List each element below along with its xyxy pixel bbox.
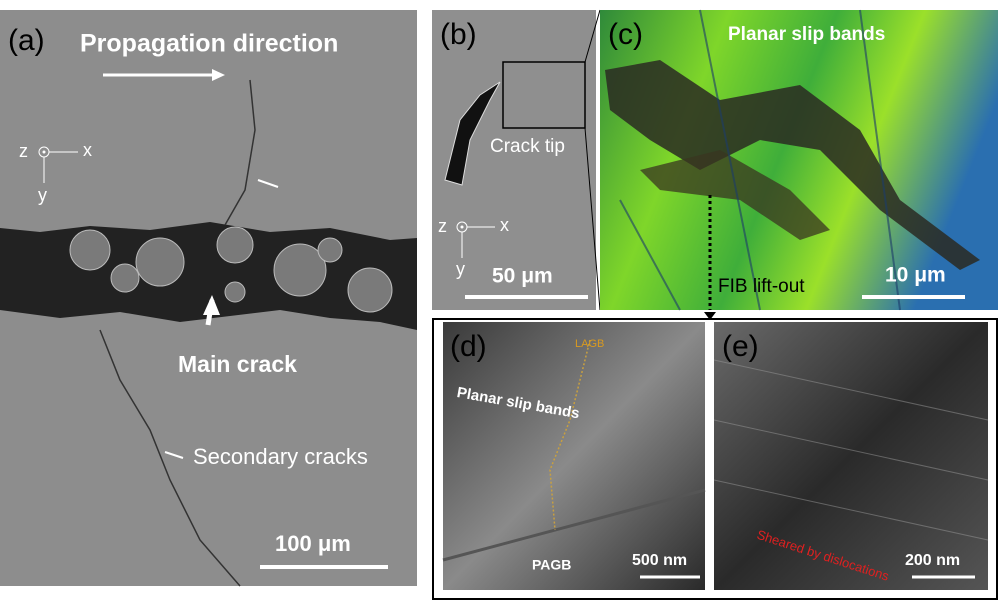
micrograph	[443, 322, 705, 590]
panel-label: (d)	[450, 330, 487, 363]
panel-c: (c) Planar slip bands FIB lift-out 10 μm	[600, 9, 998, 320]
annotation: Planar slip bands	[728, 24, 885, 45]
axis-label: y	[38, 185, 47, 205]
axis-label: x	[83, 140, 92, 160]
annotation: FIB lift-out	[718, 276, 805, 297]
micrograph	[600, 10, 998, 310]
scale-bar-label: 100 μm	[275, 531, 351, 556]
micrograph	[714, 322, 988, 590]
scale-bar-label: 500 nm	[632, 552, 687, 569]
scale-bar-label: 200 nm	[905, 552, 960, 569]
annotation: PAGB	[532, 557, 571, 573]
panel-e: (e) Sheared by dislocations 200 nm	[713, 322, 989, 590]
scale-bar-label: 50 μm	[492, 265, 553, 288]
annotation: LAGB	[575, 338, 604, 350]
axis-label: z	[438, 216, 447, 236]
panel-d: (d) LAGB Planar slip bands PAGB 500 nm	[442, 322, 706, 590]
panel-label: (b)	[440, 18, 477, 51]
annotation: Main crack	[178, 351, 297, 377]
annotation: Secondary cracks	[193, 444, 368, 469]
panel-label: (a)	[8, 24, 45, 57]
crack	[444, 81, 501, 186]
scale-bar-label: 10 μm	[885, 264, 946, 287]
axis-label: x	[500, 215, 509, 235]
panel-a: (a) Propagation direction z x y Main cra…	[0, 10, 417, 587]
panel-b: (b) Crack tip z x y 50 μm	[432, 9, 601, 311]
annotation: Crack tip	[490, 136, 565, 157]
panel-label: (e)	[722, 330, 759, 363]
annotation: Propagation direction	[80, 30, 338, 58]
axis-label: y	[456, 259, 465, 279]
axis-label: z	[19, 141, 28, 161]
panel-label: (c)	[608, 18, 643, 51]
